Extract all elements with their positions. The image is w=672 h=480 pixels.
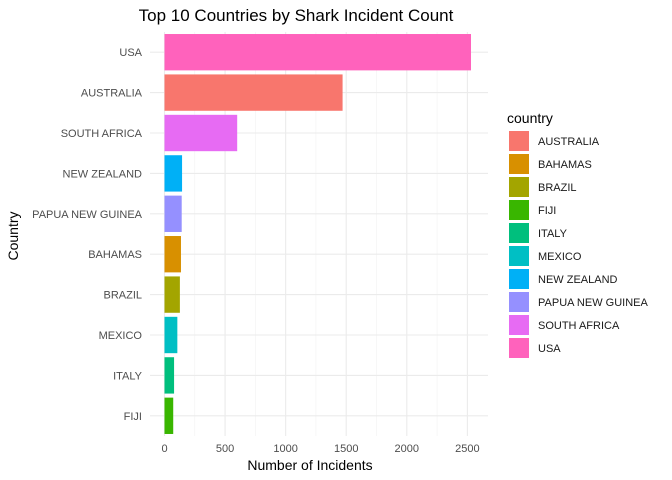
bar-usa bbox=[164, 34, 471, 71]
legend-swatch bbox=[509, 200, 529, 220]
legend-label: MEXICO bbox=[538, 251, 582, 263]
legend-label: BRAZIL bbox=[538, 182, 577, 194]
bar-papua-new-guinea bbox=[164, 195, 182, 232]
x-tick-label: 1500 bbox=[334, 443, 358, 455]
y-tick-label: BRAZIL bbox=[103, 290, 142, 302]
y-tick-label: FIJI bbox=[124, 411, 142, 423]
x-axis-ticks: 0 500 1000 1500 2000 2500 bbox=[161, 443, 479, 455]
legend-label: BAHAMAS bbox=[538, 159, 592, 171]
bar-mexico bbox=[164, 316, 178, 354]
legend-label: FIJI bbox=[538, 205, 556, 217]
legend-swatch bbox=[509, 338, 529, 358]
y-axis-title: Country bbox=[5, 211, 21, 260]
legend-swatch bbox=[509, 269, 529, 289]
x-tick-label: 2500 bbox=[455, 443, 479, 455]
x-tick-label: 0 bbox=[161, 443, 167, 455]
x-tick-label: 500 bbox=[216, 443, 234, 455]
y-tick-label: MEXICO bbox=[99, 330, 143, 342]
legend-label: AUSTRALIA bbox=[538, 136, 600, 148]
bar-fiji bbox=[164, 397, 174, 434]
legend-title: country bbox=[507, 110, 553, 126]
legend-label: SOUTH AFRICA bbox=[538, 320, 620, 332]
y-tick-label: BAHAMAS bbox=[88, 249, 142, 261]
y-tick-label: AUSTRALIA bbox=[81, 88, 143, 100]
bar-south-africa bbox=[164, 114, 238, 152]
bar-bahamas bbox=[164, 236, 181, 273]
bars bbox=[164, 34, 471, 434]
bar-australia bbox=[164, 74, 343, 111]
bar-italy bbox=[164, 357, 175, 394]
legend-label: ITALY bbox=[538, 228, 568, 240]
chart-title: Top 10 Countries by Shark Incident Count bbox=[139, 6, 454, 25]
y-axis-ticks: USA AUSTRALIA SOUTH AFRICA NEW ZEALAND PAPUA… bbox=[32, 47, 142, 423]
x-tick-label: 2000 bbox=[395, 443, 419, 455]
legend-label: PAPUA NEW GUINEA bbox=[538, 297, 648, 309]
legend: AUSTRALIA BAHAMAS BRAZIL FIJI ITALY MEXICO NEW… bbox=[509, 131, 648, 358]
y-tick-label: NEW ZEALAND bbox=[63, 168, 143, 180]
legend-label: USA bbox=[538, 343, 561, 355]
legend-label: NEW ZEALAND bbox=[538, 274, 618, 286]
y-tick-label: SOUTH AFRICA bbox=[61, 128, 143, 140]
legend-swatch bbox=[509, 246, 529, 266]
legend-swatch bbox=[509, 223, 529, 243]
y-tick-label: ITALY bbox=[113, 370, 143, 382]
y-tick-label: USA bbox=[119, 47, 142, 59]
bar-brazil bbox=[164, 276, 180, 313]
y-tick-label: PAPUA NEW GUINEA bbox=[32, 209, 142, 221]
x-axis-title: Number of Incidents bbox=[247, 457, 372, 473]
legend-swatch bbox=[509, 154, 529, 174]
legend-swatch bbox=[509, 292, 529, 312]
bar-new-zealand bbox=[164, 155, 183, 192]
x-tick-label: 1000 bbox=[273, 443, 297, 455]
legend-swatch bbox=[509, 131, 529, 151]
legend-swatch bbox=[509, 315, 529, 335]
legend-swatch bbox=[509, 177, 529, 197]
